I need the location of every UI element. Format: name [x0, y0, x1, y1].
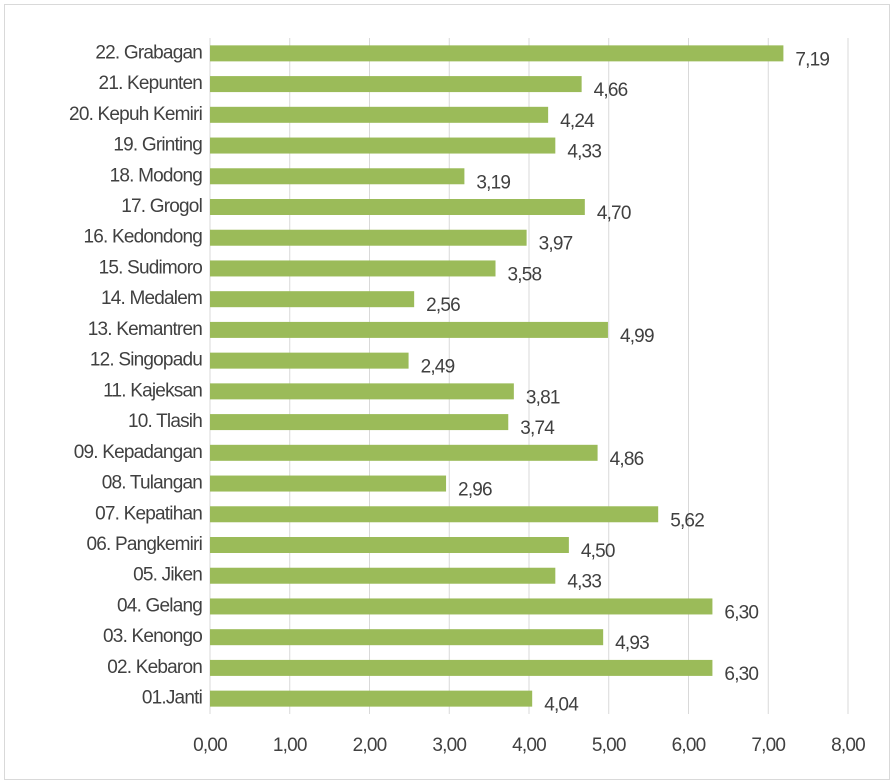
- value-label: 6,30: [724, 664, 758, 685]
- y-tick-label: 02. Kebaron: [107, 657, 202, 678]
- y-tick-label: 18. Modong: [110, 165, 203, 186]
- value-label: 4,66: [594, 80, 628, 101]
- bar: [210, 45, 784, 62]
- value-label: 3,97: [539, 234, 573, 255]
- x-tick-label: 8,00: [831, 735, 865, 756]
- value-label: 3,19: [476, 172, 510, 193]
- y-tick-label: 08. Tulangan: [102, 473, 203, 494]
- y-tick-label: 09. Kepadangan: [74, 442, 202, 463]
- y-tick-label: 19. Grinting: [113, 135, 202, 156]
- y-tick-label: 21. Kepunten: [99, 73, 203, 94]
- y-tick-label: 20. Kepuh Kemiri: [69, 104, 202, 125]
- x-tick-label: 1,00: [273, 735, 307, 756]
- bar: [210, 106, 549, 123]
- x-tick-label: 2,00: [353, 735, 387, 756]
- x-tick-label: 5,00: [592, 735, 626, 756]
- value-label: 3,74: [520, 418, 555, 439]
- y-tick-label: 04. Gelang: [117, 595, 202, 616]
- value-label: 4,04: [544, 695, 579, 716]
- x-tick-label: 0,00: [193, 735, 227, 756]
- bar: [210, 260, 496, 277]
- bar: [210, 383, 514, 400]
- bar: [210, 76, 582, 93]
- value-label: 4,33: [567, 572, 601, 593]
- value-label: 4,50: [581, 541, 615, 562]
- value-label: 3,81: [526, 387, 560, 408]
- x-tick-label: 6,00: [672, 735, 706, 756]
- y-tick-label: 06. Pangkemiri: [86, 534, 202, 555]
- y-tick-label: 14. Medalem: [101, 288, 202, 309]
- bar: [210, 690, 533, 707]
- bar: [210, 475, 447, 492]
- y-tick-label: 07. Kepatihan: [95, 503, 202, 524]
- y-tick-label: 03. Kenongo: [103, 626, 202, 647]
- bar: [210, 506, 659, 523]
- y-tick-label: 11. Kajeksan: [103, 380, 202, 401]
- bar: [210, 291, 415, 308]
- value-label: 4,24: [560, 111, 595, 132]
- value-label: 7,19: [795, 49, 829, 70]
- value-label: 2,96: [458, 480, 492, 501]
- y-tick-label: 10. Tlasih: [128, 411, 202, 432]
- value-label: 4,93: [615, 633, 649, 654]
- bar: [210, 444, 598, 461]
- bar: [210, 629, 604, 646]
- value-label: 6,30: [724, 602, 758, 623]
- y-tick-label: 05. Jiken: [133, 565, 202, 586]
- y-tick-label: 16. Kedondong: [84, 227, 203, 248]
- value-label: 4,33: [567, 142, 601, 163]
- bar: [210, 659, 713, 676]
- y-tick-label: 12. Singopadu: [90, 350, 202, 371]
- y-tick-label: 17. Grogol: [121, 196, 202, 217]
- value-label: 2,49: [421, 357, 455, 378]
- bar: [210, 567, 556, 584]
- bar: [210, 137, 556, 154]
- value-label: 4,99: [620, 326, 654, 347]
- x-tick-label: 7,00: [751, 735, 785, 756]
- bar: [210, 598, 713, 615]
- bar: [210, 199, 585, 215]
- value-label: 3,58: [508, 264, 542, 285]
- value-label: 5,62: [670, 510, 704, 531]
- value-label: 2,56: [426, 295, 460, 316]
- y-tick-label: 01.Janti: [142, 688, 202, 709]
- x-tick-label: 3,00: [432, 735, 466, 756]
- bar: [210, 537, 569, 553]
- value-label: 4,86: [610, 449, 644, 470]
- bar: [210, 414, 509, 431]
- y-tick-label: 22. Grabagan: [95, 42, 202, 63]
- bar: [210, 321, 608, 338]
- bar: [210, 168, 465, 185]
- y-tick-label: 15. Sudimoro: [99, 257, 203, 278]
- x-tick-label: 4,00: [512, 735, 546, 756]
- y-tick-label: 13. Kemantren: [88, 319, 202, 340]
- bar: [210, 229, 527, 246]
- value-label: 4,70: [597, 203, 631, 224]
- bar: [210, 352, 409, 369]
